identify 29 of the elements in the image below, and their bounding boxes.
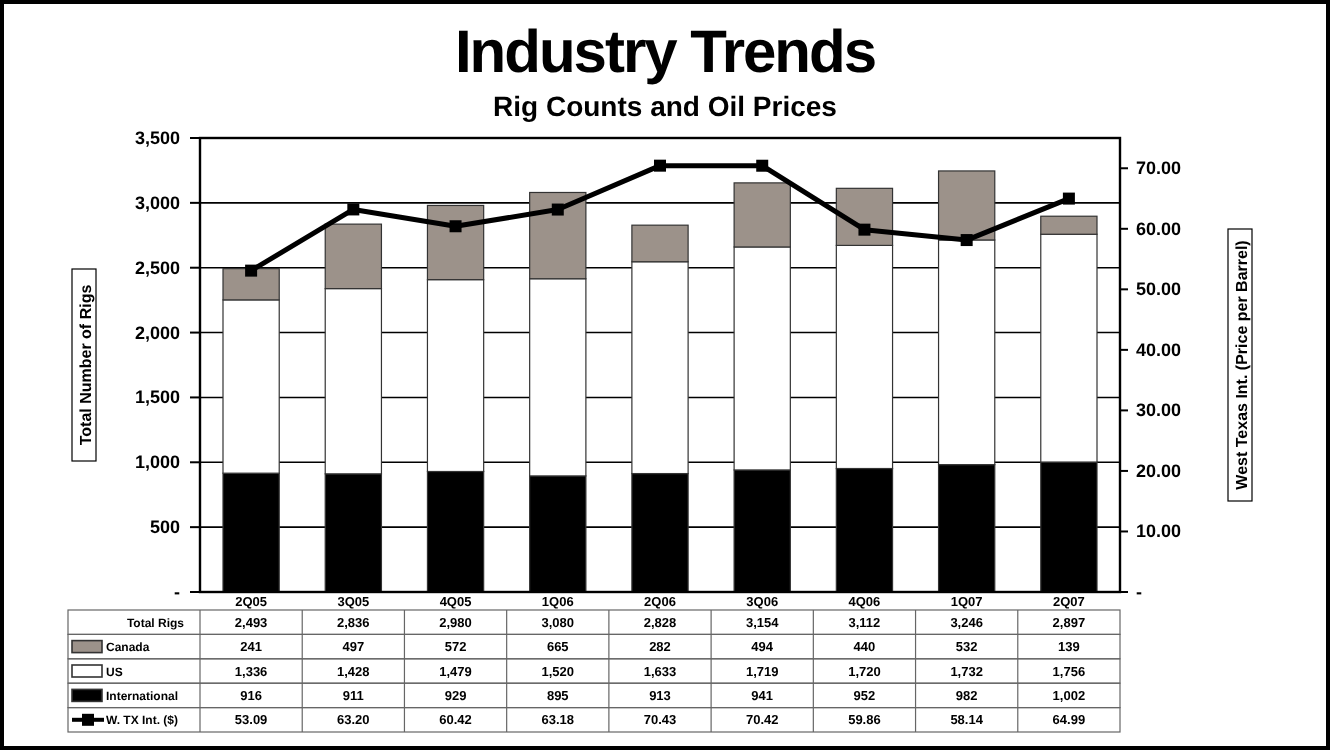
y2-tick-label: 70.00 xyxy=(1136,158,1182,179)
y-axis-title: Total Number of Rigs xyxy=(77,283,95,446)
y-tick-label: 2,000 xyxy=(134,322,180,343)
y2-tick-label: 40.00 xyxy=(1136,339,1182,360)
y2-tick-label: 60.00 xyxy=(1136,218,1182,239)
point xyxy=(551,203,564,216)
chart-title: Industry Trends xyxy=(454,20,876,86)
point xyxy=(449,220,462,233)
point xyxy=(654,159,666,172)
point xyxy=(1062,192,1075,205)
y2-tick-label: 10.00 xyxy=(1136,521,1182,542)
point xyxy=(960,234,973,247)
point xyxy=(858,223,871,236)
y2-tick-label: - xyxy=(1136,582,1142,602)
y-tick-label: 1,000 xyxy=(134,452,180,473)
chart-subtitle: Rig Counts and Oil Prices xyxy=(493,90,838,122)
y-tick-label: 3,500 xyxy=(134,128,180,148)
y2-axis-title: West Texas Int. (Price per Barrel) xyxy=(1233,239,1251,490)
y-tick-label: 1,500 xyxy=(134,387,180,408)
y-tick-label: 500 xyxy=(149,517,180,538)
y-tick-label: 2,500 xyxy=(134,257,180,278)
y2-tick-label: 30.00 xyxy=(1136,400,1182,421)
y-tick-label: 3,000 xyxy=(134,192,180,213)
y2-tick-label: 50.00 xyxy=(1136,279,1182,300)
point xyxy=(245,264,258,277)
y2-tick-label: 20.00 xyxy=(1136,460,1182,481)
point xyxy=(756,159,769,172)
point xyxy=(347,203,360,216)
y-tick-label: - xyxy=(174,582,180,602)
